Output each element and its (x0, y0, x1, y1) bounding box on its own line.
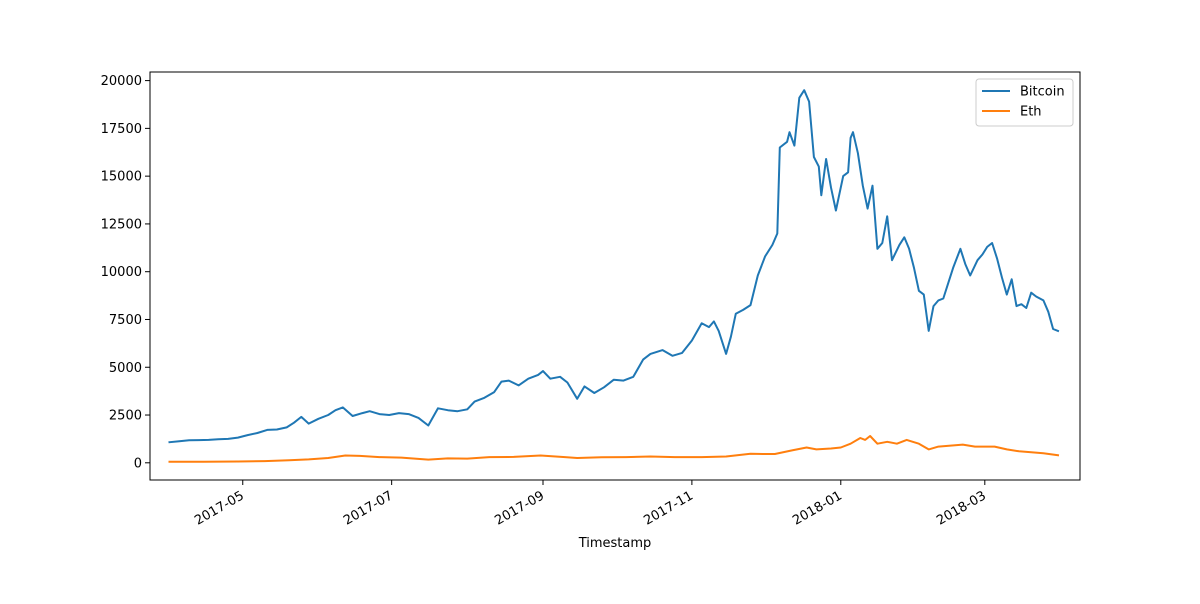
y-tick-label: 10000 (101, 265, 142, 280)
x-tick-label: 2018-03 (934, 488, 989, 528)
legend-label-eth: Eth (1020, 105, 1042, 120)
y-tick-label: 20000 (101, 74, 142, 89)
x-tick-label: 2017-09 (492, 488, 547, 528)
legend: Bitcoin Eth (975, 78, 1074, 127)
legend-label-bitcoin: Bitcoin (1020, 85, 1065, 100)
y-tick-label: 7500 (109, 313, 142, 328)
x-axis: 2017-05 2017-07 2017-09 2017-11 2018-01 2018-… (192, 480, 989, 529)
series-line-eth (168, 435, 1060, 463)
y-tick-label: 12500 (101, 217, 142, 232)
x-axis-label: Timestamp (578, 536, 652, 551)
plot-frame (149, 71, 1081, 481)
y-tick-label: 0 (134, 456, 142, 471)
x-tick-label: 2017-11 (641, 488, 696, 528)
x-tick-label: 2017-07 (341, 488, 396, 528)
plot-area (150, 72, 1080, 480)
x-tick-label: 2017-05 (192, 488, 247, 528)
series-line-bitcoin (168, 89, 1060, 444)
x-tick-label: 2018-01 (790, 488, 845, 528)
y-tick-label: 2500 (109, 409, 142, 424)
y-tick-label: 5000 (109, 361, 142, 376)
series-layer (168, 89, 1060, 463)
y-axis: 0 2500 5000 7500 10000 12500 15000 17500 20000 (101, 74, 150, 471)
y-tick-label: 17500 (101, 122, 142, 137)
y-tick-label: 15000 (101, 170, 142, 185)
